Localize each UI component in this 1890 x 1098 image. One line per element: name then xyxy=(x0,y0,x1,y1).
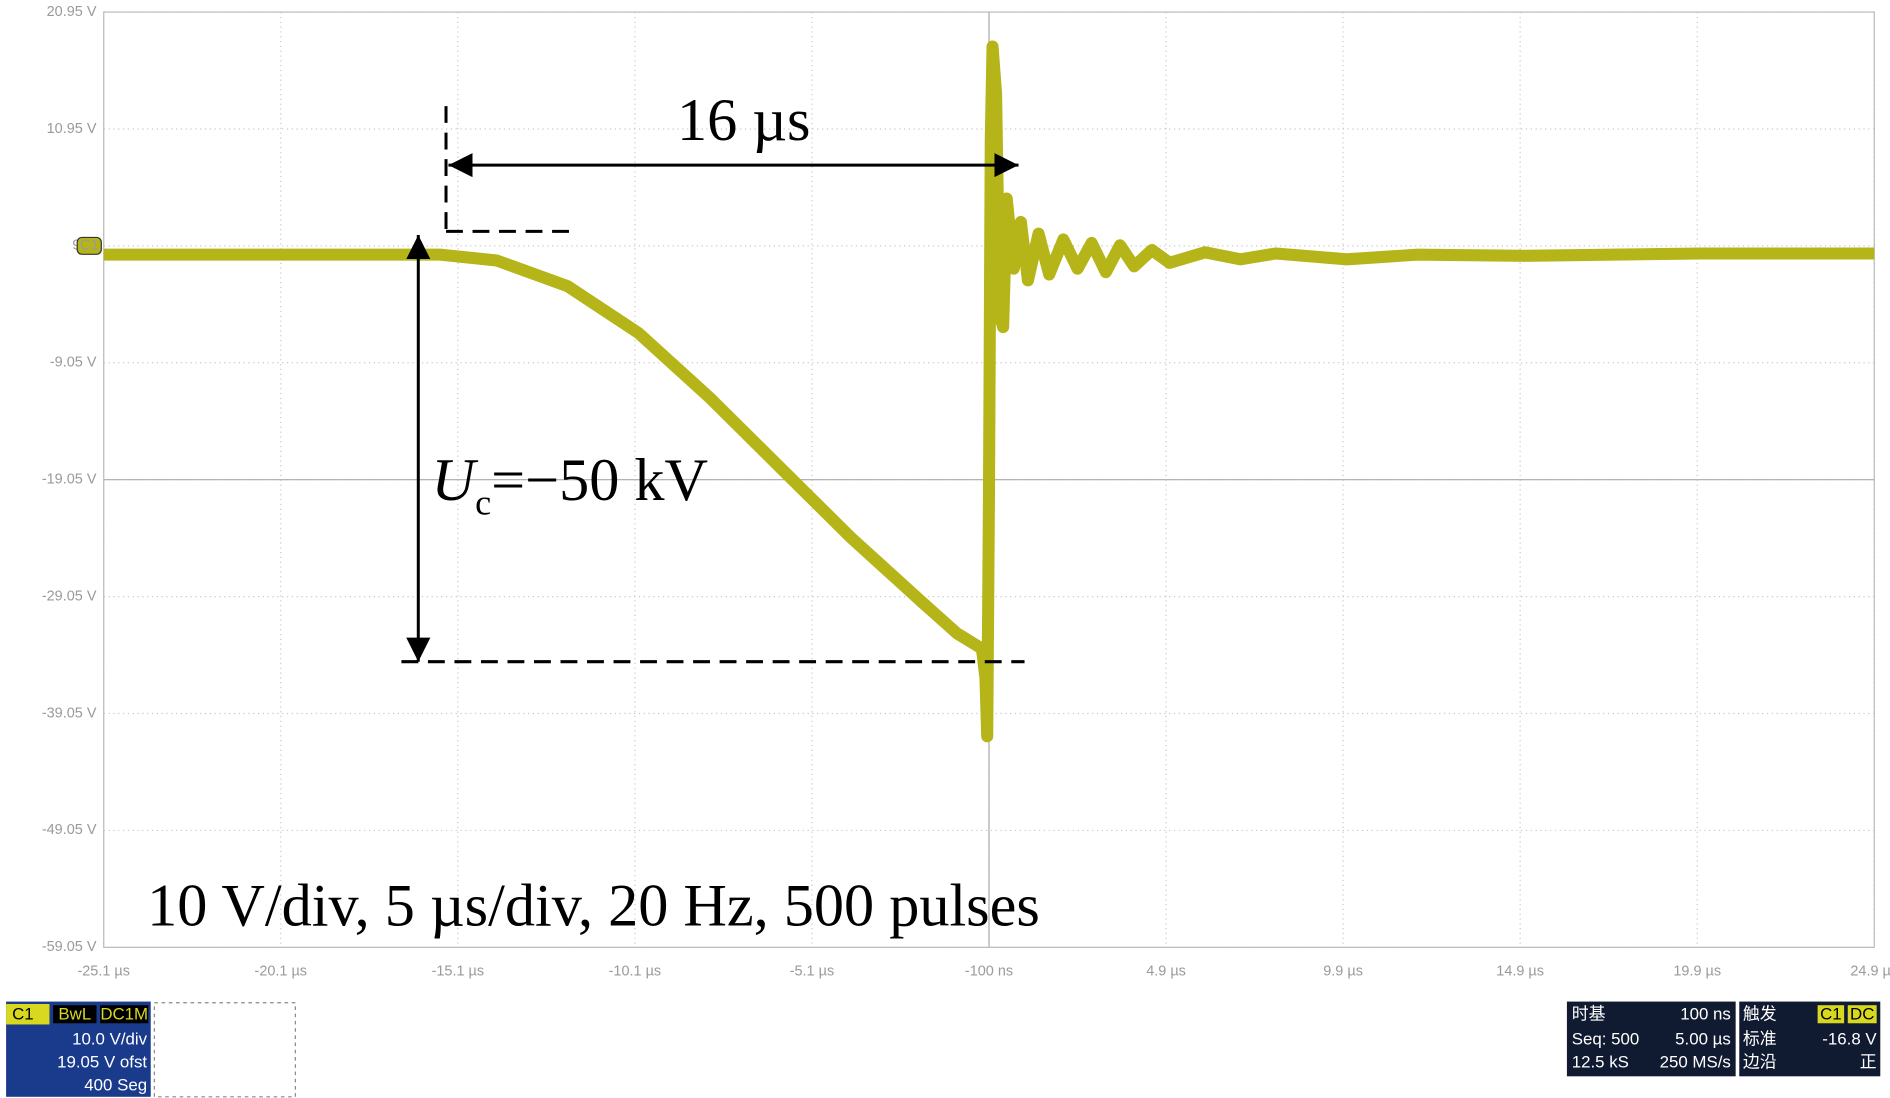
panel-line: Seq: 500 xyxy=(1572,1030,1640,1049)
panel-line: 边沿 xyxy=(1743,1053,1777,1072)
annotation: 16 µs xyxy=(677,87,810,154)
panel-line: 12.5 kS xyxy=(1572,1053,1629,1072)
panel-value: 100 ns xyxy=(1680,1004,1731,1023)
trace xyxy=(103,40,1875,743)
tag xyxy=(1847,1005,1877,1024)
channel-marker xyxy=(76,236,102,255)
panel-line: 标准 xyxy=(1743,1030,1777,1049)
panel-line: -16.8 V xyxy=(1822,1030,1877,1049)
annotation: U xyxy=(432,447,479,514)
ticks: 20.95 V10.95 V950-9.05 V-19.05 V-29.05 V… xyxy=(42,4,1890,979)
y-tick-label: -59.05 V xyxy=(42,939,97,955)
y-tick-label: 10.95 V xyxy=(47,121,97,137)
x-tick-label: 19.9 µs xyxy=(1673,963,1721,979)
x-tick-label: 24.9 µs xyxy=(1850,963,1890,979)
x-tick-label: -5.1 µs xyxy=(790,963,834,979)
panel-title: 触发 xyxy=(1743,1004,1777,1023)
annotation: c xyxy=(475,483,491,523)
y-tick-label: 20.95 V xyxy=(47,4,97,20)
tag: C1 xyxy=(1820,1004,1842,1023)
waveform xyxy=(103,40,1875,743)
timebase-panel xyxy=(1566,1001,1736,1077)
x-tick-label: 14.9 µs xyxy=(1496,963,1544,979)
panel-line: 5.00 µs xyxy=(1675,1030,1731,1049)
annotation: 10 V/div, 5 µs/div, 20 Hz, 500 pulses xyxy=(147,873,1040,940)
tag: DC xyxy=(1850,1004,1874,1023)
channel-name: C1 xyxy=(12,1004,34,1023)
x-tick-label: -25.1 µs xyxy=(77,963,130,979)
y-tick-label: -49.05 V xyxy=(42,822,97,838)
x-tick-label: -20.1 µs xyxy=(255,963,308,979)
panel-line: 正 xyxy=(1860,1053,1877,1072)
plot-frame xyxy=(103,11,1875,948)
tag xyxy=(100,1005,149,1024)
tag xyxy=(1817,1005,1845,1024)
empty-slot xyxy=(153,1002,296,1098)
annotation: =−50 kV xyxy=(491,447,708,514)
x-tick-label: -10.1 µs xyxy=(609,963,662,979)
x-tick-label: 4.9 µs xyxy=(1146,963,1186,979)
annotation-shapes xyxy=(401,106,1025,664)
panel-line: 400 Seg xyxy=(84,1075,147,1094)
x-tick-label: 9.9 µs xyxy=(1323,963,1363,979)
channel-badge xyxy=(6,1003,50,1025)
tag: BwL xyxy=(58,1004,91,1023)
x-tick-label: -15.1 µs xyxy=(432,963,485,979)
panel-line: 19.05 V ofst xyxy=(57,1053,147,1072)
tag xyxy=(53,1005,97,1024)
x-tick-label: -100 ns xyxy=(965,963,1013,979)
channel-marker-label: C1 xyxy=(80,238,98,254)
panel-line: 10.0 V/div xyxy=(72,1030,148,1049)
panel-line: 250 MS/s xyxy=(1660,1053,1731,1072)
tag: DC1M xyxy=(100,1004,148,1023)
panel-title: 时基 xyxy=(1572,1004,1606,1023)
y-tick-label: -39.05 V xyxy=(42,705,97,721)
y-tick-label: -29.05 V xyxy=(42,588,97,604)
y-tick-label: -19.05 V xyxy=(42,472,97,488)
annotation: Uc=−50 kV xyxy=(432,447,708,522)
y-tick-label: -9.05 V xyxy=(50,355,97,371)
